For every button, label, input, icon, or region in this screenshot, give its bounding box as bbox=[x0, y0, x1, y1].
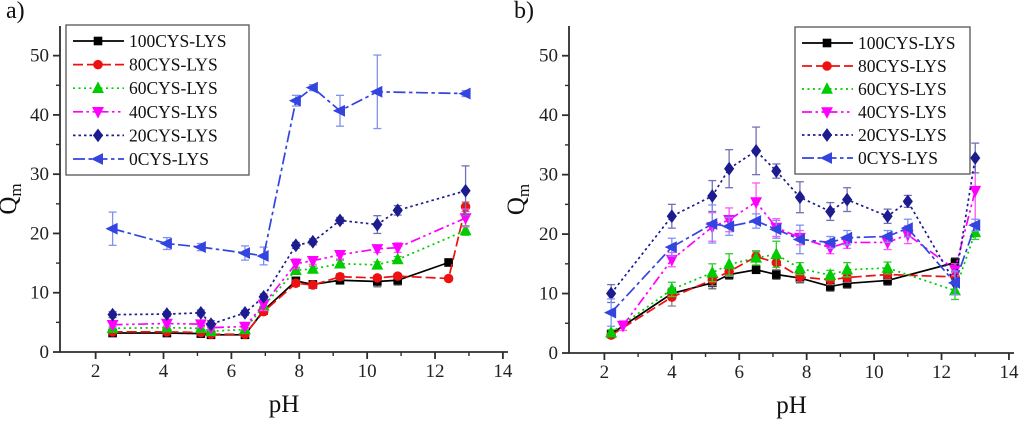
svg-text:60CYS-LYS: 60CYS-LYS bbox=[129, 78, 218, 98]
series-20CYS-LYS-a bbox=[107, 165, 471, 332]
svg-text:100CYS-LYS: 100CYS-LYS bbox=[129, 31, 226, 51]
svg-text:8: 8 bbox=[802, 362, 812, 383]
svg-text:20CYS-LYS: 20CYS-LYS bbox=[129, 125, 218, 145]
svg-text:20: 20 bbox=[539, 224, 558, 245]
svg-text:40: 40 bbox=[539, 105, 558, 126]
legend-item-20CYS-LYS-b: 20CYS-LYS bbox=[802, 125, 947, 145]
series-80CYS-LYS-b bbox=[606, 251, 960, 340]
svg-text:6: 6 bbox=[734, 362, 744, 383]
panel-label-a: a) bbox=[6, 0, 25, 24]
legend-item-40CYS-LYS-b: 40CYS-LYS bbox=[802, 102, 947, 122]
legend-a: 100CYS-LYS 80CYS-LYS 60CYS-LYS 40CYS-LYS 20C… bbox=[65, 24, 250, 176]
svg-text:50: 50 bbox=[30, 46, 49, 67]
svg-text:0: 0 bbox=[40, 342, 50, 363]
y-axis-label-a: Qm bbox=[0, 183, 25, 214]
series-80CYS-LYS-a bbox=[107, 201, 471, 339]
panel-label-b: b) bbox=[514, 0, 534, 24]
legend-item-20CYS-LYS-a: 20CYS-LYS bbox=[73, 125, 218, 145]
svg-text:14: 14 bbox=[493, 361, 513, 382]
svg-text:10: 10 bbox=[358, 361, 377, 382]
series-40CYS-LYS-a bbox=[106, 208, 472, 335]
svg-text:50: 50 bbox=[539, 46, 558, 67]
x-axis-label-b: pH bbox=[776, 392, 807, 419]
svg-text:20: 20 bbox=[30, 223, 49, 244]
svg-text:4: 4 bbox=[159, 361, 169, 382]
svg-text:10: 10 bbox=[865, 362, 884, 383]
svg-text:10: 10 bbox=[539, 284, 558, 305]
svg-text:80CYS-LYS: 80CYS-LYS bbox=[858, 56, 947, 76]
legend-item-60CYS-LYS-b: 60CYS-LYS bbox=[802, 79, 947, 99]
legend-item-80CYS-LYS-a: 80CYS-LYS bbox=[73, 55, 218, 75]
svg-text:30: 30 bbox=[30, 164, 49, 185]
svg-text:10: 10 bbox=[30, 283, 49, 304]
svg-text:60CYS-LYS: 60CYS-LYS bbox=[858, 79, 947, 99]
legend-b: 100CYS-LYS 80CYS-LYS 60CYS-LYS 40CYS-LYS 20C… bbox=[794, 26, 971, 175]
svg-text:100CYS-LYS: 100CYS-LYS bbox=[858, 33, 955, 53]
series-0CYS-LYS-b bbox=[604, 204, 981, 327]
svg-text:12: 12 bbox=[932, 362, 951, 383]
svg-text:40CYS-LYS: 40CYS-LYS bbox=[858, 102, 947, 122]
legend-item-0CYS-LYS-a: 0CYS-LYS bbox=[73, 149, 209, 169]
legend-item-60CYS-LYS-a: 60CYS-LYS bbox=[73, 78, 218, 98]
svg-text:4: 4 bbox=[667, 362, 677, 383]
series-100CYS-LYS-b bbox=[606, 257, 960, 339]
svg-text:40CYS-LYS: 40CYS-LYS bbox=[129, 102, 218, 122]
x-axis-label-a: pH bbox=[269, 391, 300, 418]
series-100CYS-LYS-a bbox=[108, 258, 453, 340]
series-0CYS-LYS-a bbox=[105, 54, 471, 266]
svg-text:80CYS-LYS: 80CYS-LYS bbox=[129, 55, 218, 75]
chart-panel-a: 2 4 6 8 10 12 14 0 10 20 30 40 50 pH Qm 100CYS-LYS 80CYS… bbox=[0, 24, 513, 418]
svg-text:14: 14 bbox=[999, 362, 1019, 383]
legend-item-100CYS-LYS-b: 100CYS-LYS bbox=[802, 33, 955, 53]
svg-text:40: 40 bbox=[30, 105, 49, 126]
svg-text:2: 2 bbox=[91, 361, 101, 382]
chart-panel-b: 2 4 6 8 10 12 14 0 10 20 30 40 50 pH Qm 100CYS-LYS 80CYS… bbox=[503, 26, 1019, 419]
legend-item-0CYS-LYS-b: 0CYS-LYS bbox=[802, 148, 938, 168]
legend-item-80CYS-LYS-b: 80CYS-LYS bbox=[802, 56, 947, 76]
svg-text:12: 12 bbox=[426, 361, 445, 382]
svg-text:0CYS-LYS: 0CYS-LYS bbox=[858, 148, 938, 168]
svg-text:2: 2 bbox=[600, 362, 610, 383]
svg-text:30: 30 bbox=[539, 165, 558, 186]
ticks-b: 2 4 6 8 10 12 14 0 10 20 30 40 50 bbox=[539, 46, 1019, 383]
series-60CYS-LYS-b bbox=[605, 224, 982, 338]
legend-item-100CYS-LYS-a: 100CYS-LYS bbox=[73, 31, 226, 51]
svg-text:8: 8 bbox=[295, 361, 305, 382]
svg-text:0: 0 bbox=[549, 343, 559, 364]
svg-text:0CYS-LYS: 0CYS-LYS bbox=[129, 149, 209, 169]
svg-text:20CYS-LYS: 20CYS-LYS bbox=[858, 125, 947, 145]
y-axis-label-b: Qm bbox=[503, 184, 533, 215]
svg-text:6: 6 bbox=[227, 361, 237, 382]
legend-item-40CYS-LYS-a: 40CYS-LYS bbox=[73, 102, 218, 122]
ticks-a: 2 4 6 8 10 12 14 0 10 20 30 40 50 bbox=[30, 46, 513, 382]
